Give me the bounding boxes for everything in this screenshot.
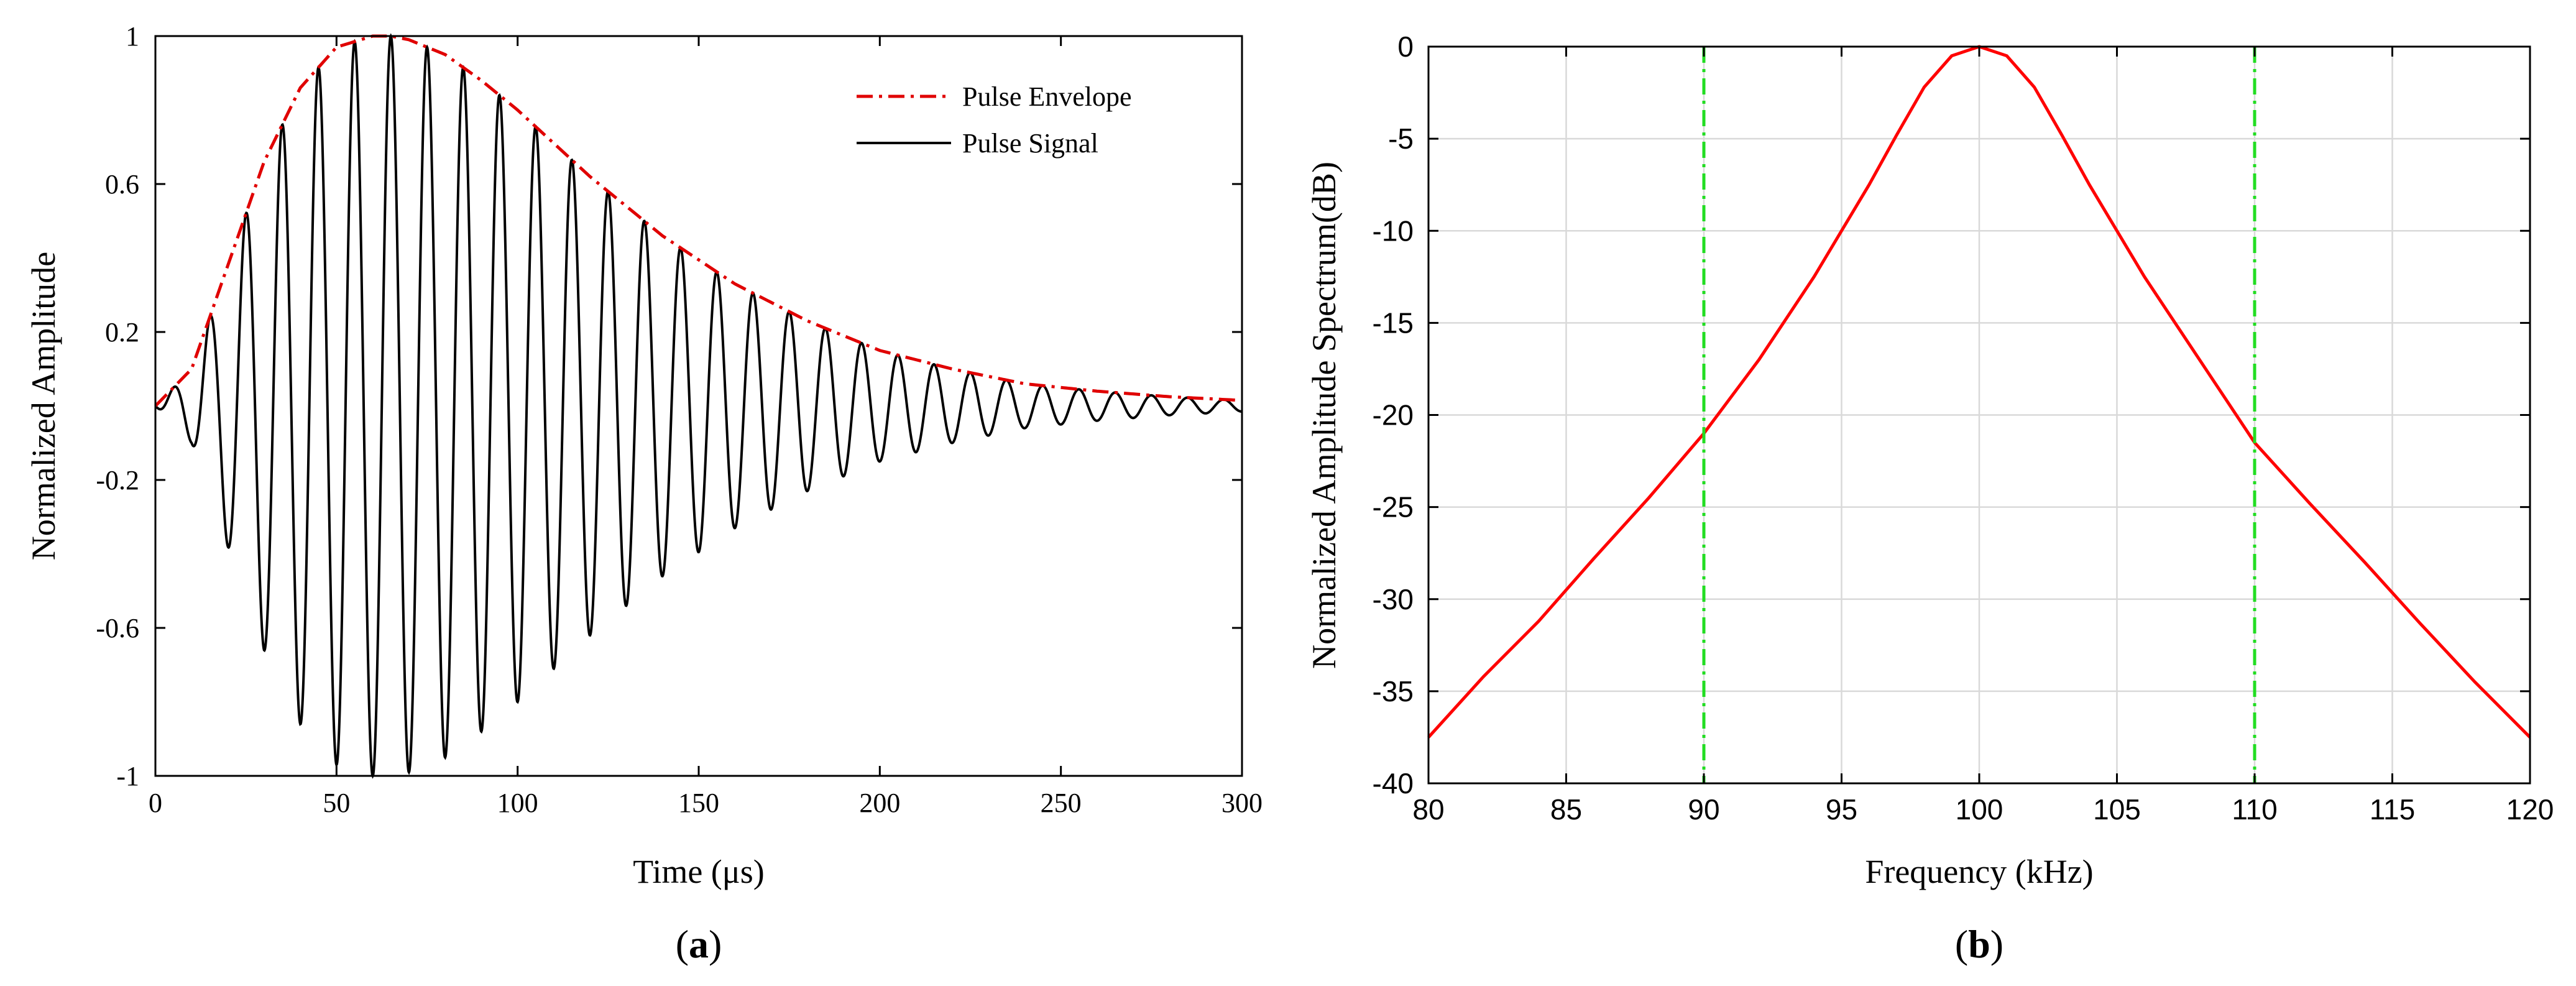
panel-b-x-axis-label: Frequency (kHz) (1865, 853, 2093, 890)
y-tick-label: -0.6 (96, 613, 139, 643)
x-tick-label: 300 (1221, 788, 1263, 818)
y-tick-label: -35 (1373, 675, 1414, 707)
x-tick-label: 200 (859, 788, 900, 818)
x-tick-label: 250 (1041, 788, 1082, 818)
panel-b-caption: (b) (1955, 922, 2003, 966)
panel-b-caption-open: ( (1955, 922, 1968, 966)
y-tick-label: -30 (1373, 583, 1414, 615)
y-tick-label: -40 (1373, 767, 1414, 799)
x-tick-label: 90 (1688, 793, 1719, 826)
y-tick-label: -5 (1388, 122, 1414, 155)
x-tick-label: 115 (2370, 793, 2415, 826)
panel-a-caption-letter: a (689, 922, 709, 966)
panel-a-y-ticks: -1 -0.6 -0.2 0.2 0.6 1 (96, 21, 1242, 791)
panel-b-y-axis-label: Normalized Amplitude Spectrum(dB) (1305, 162, 1343, 669)
y-tick-label: 1 (126, 21, 139, 52)
series-pulse-signal (154, 33, 1243, 779)
panel-b-caption-close: ) (1990, 922, 2003, 966)
panel-a-caption-close: ) (709, 922, 722, 966)
panel-b-caption-letter: b (1968, 922, 1990, 966)
x-tick-label: 85 (1550, 793, 1582, 826)
legend-envelope-label: Pulse Envelope (962, 81, 1132, 112)
x-tick-label: 100 (497, 788, 538, 818)
panel-a-caption: (a) (676, 922, 722, 966)
panel-a-caption-open: ( (676, 922, 689, 966)
x-tick-label: 80 (1412, 793, 1444, 826)
y-tick-label: -25 (1373, 491, 1414, 523)
x-tick-label: 120 (2506, 793, 2554, 826)
panel-b-y-ticks: 0 -5 -10 -15 -20 -25 -30 -35 -40 (1373, 30, 2530, 799)
panel-b-chart: 80 85 90 95 100 105 110 115 120 0 -5 -10 -15 -20 -25 -… (1305, 30, 2554, 966)
panel-a-x-axis-label: Time (μs) (633, 853, 765, 890)
x-tick-label: 50 (323, 788, 350, 818)
y-tick-label: 0.2 (105, 317, 139, 348)
y-tick-label: 0 (1397, 30, 1414, 63)
panel-b-x-ticks: 80 85 90 95 100 105 110 115 120 (1412, 47, 2554, 826)
x-tick-label: 0 (149, 788, 162, 818)
panel-a-y-axis-label: Normalized Amplitude (25, 252, 62, 560)
legend-signal-label: Pulse Signal (962, 128, 1098, 159)
y-tick-label: -1 (116, 761, 139, 791)
x-tick-label: 110 (2232, 793, 2277, 826)
x-tick-label: 95 (1826, 793, 1857, 826)
y-tick-label: -10 (1373, 214, 1414, 247)
series-pulse-envelope (154, 34, 1243, 407)
panel-a-legend: Pulse Envelope Pulse Signal (857, 81, 1132, 159)
x-tick-label: 105 (2093, 793, 2141, 826)
x-tick-label: 100 (1956, 793, 2003, 826)
panel-a-plot-area (154, 33, 1243, 779)
y-tick-label: -15 (1373, 306, 1414, 339)
y-tick-label: 0.6 (105, 169, 139, 200)
panel-a-chart: 0 50 100 150 200 250 300 -1 -0.6 -0.2 0.2 0.6 1 Pul… (25, 21, 1263, 966)
panel-a-x-ticks: 0 50 100 150 200 250 300 (149, 36, 1263, 818)
x-tick-label: 150 (678, 788, 719, 818)
y-tick-label: -20 (1373, 399, 1414, 431)
y-tick-label: -0.2 (96, 465, 139, 495)
